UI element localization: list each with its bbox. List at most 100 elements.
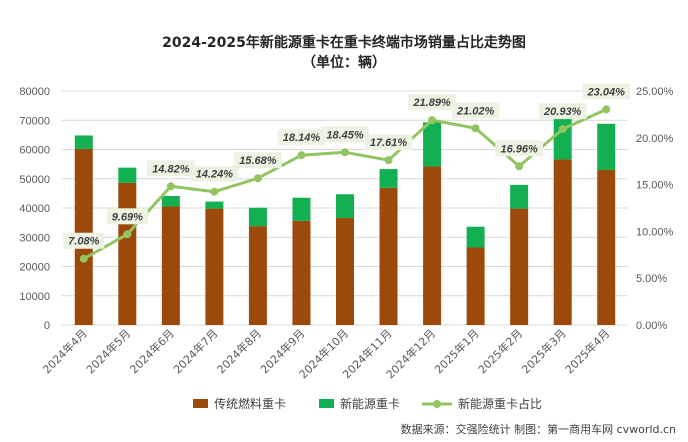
bar-ev: [74, 135, 93, 149]
x-tick-label: 2025年4月: [562, 326, 612, 376]
y-left-tick-label: 80000: [19, 86, 50, 98]
bar-fuel: [379, 187, 398, 325]
share-data-label: 15.68%: [239, 155, 277, 167]
x-tick-label: 2024年6月: [127, 326, 177, 376]
share-data-label: 18.14%: [283, 132, 321, 144]
share-label-bg: [538, 103, 587, 120]
x-tick-label: 2024年5月: [83, 326, 133, 376]
bar-ev: [379, 169, 398, 188]
share-label-bg: [147, 160, 195, 177]
share-point: [515, 162, 524, 171]
share-point: [79, 254, 88, 263]
share-label-bg: [582, 83, 631, 100]
bar-fuel: [597, 169, 616, 325]
legend-label-share: 新能源重卡占比: [458, 396, 542, 411]
chart-subtitle: （单位：辆）: [302, 54, 386, 71]
bar-ev: [118, 167, 137, 183]
y-right-tick-label: 5.00%: [636, 273, 667, 285]
share-line-layer: 7.08% 9.69% 14.82% 14.24% 15.68% 18.14% 18.45%…: [63, 83, 631, 263]
y-right-tick-label: 10.00%: [636, 226, 674, 238]
y-left-tick-label: 70000: [19, 115, 50, 127]
share-label-bg: [451, 102, 500, 119]
y-right-tick-label: 25.00%: [636, 86, 674, 98]
y-right-axis: 0.00% 5.00% 10.00% 15.00% 20.00% 25.00%: [636, 86, 674, 332]
bar-ev: [292, 197, 311, 221]
bar-fuel: [248, 226, 267, 325]
share-point: [341, 148, 349, 157]
bar-fuel: [510, 208, 529, 325]
y-left-tick-label: 50000: [19, 174, 50, 186]
share-point: [384, 156, 393, 165]
share-label-bg: [364, 134, 413, 151]
bar-ev: [161, 196, 180, 207]
share-data-label: 16.96%: [500, 143, 538, 155]
legend-label-ev: 新能源重卡: [340, 396, 400, 411]
y-left-tick-label: 60000: [19, 145, 50, 157]
y-left-tick-label: 40000: [19, 203, 50, 215]
bars-layer: [74, 115, 616, 325]
bar-ev: [205, 201, 224, 209]
share-data-label: 14.24%: [196, 169, 234, 181]
source-note: 数据来源：交强险统计 制图：第一商用车网 cvworld.cn: [401, 422, 676, 436]
bar-fuel: [466, 247, 485, 325]
share-data-label: 14.82%: [152, 163, 190, 175]
share-data-label: 23.04%: [587, 86, 626, 98]
share-point: [558, 125, 567, 134]
share-point: [471, 124, 480, 133]
y-left-tick-label: 20000: [19, 262, 50, 274]
share-data-label: 20.93%: [543, 106, 582, 118]
bar-ev: [510, 184, 529, 209]
share-label-bg: [321, 126, 369, 143]
bar-fuel: [118, 182, 137, 325]
share-data-label: 21.02%: [456, 105, 495, 117]
share-point: [428, 116, 437, 125]
bar-ev: [597, 123, 616, 170]
y-left-tick-label: 0: [44, 320, 50, 332]
share-data-label: 9.69%: [112, 211, 143, 223]
y-left-tick-label: 10000: [19, 291, 50, 303]
share-point: [210, 187, 219, 196]
share-data-label: 17.61%: [370, 137, 408, 149]
x-tick-label: 2025年2月: [475, 326, 525, 376]
share-point: [253, 174, 262, 183]
legend-swatch-share-marker: [433, 400, 441, 408]
share-label-bg: [106, 208, 148, 225]
share-label-bg: [63, 232, 105, 249]
bar-ev: [466, 226, 485, 248]
share-label-bg: [495, 140, 543, 157]
bar-ev: [553, 115, 572, 160]
bar-fuel: [161, 206, 180, 325]
x-tick-label: 2024年7月: [170, 326, 220, 376]
legend: 传统燃料重卡 新能源重卡 新能源重卡占比: [193, 396, 542, 411]
x-tick-label: 2025年1月: [432, 326, 482, 376]
legend-swatch-ev: [319, 399, 334, 408]
share-data-label: 18.45%: [326, 129, 364, 141]
bar-fuel: [292, 220, 311, 325]
share-data-label: 7.08%: [68, 236, 99, 248]
share-point: [602, 105, 611, 114]
bar-fuel: [336, 217, 354, 325]
x-tick-label: 2024年4月: [40, 326, 90, 376]
y-left-axis: 0 10000 20000 30000 40000 50000 60000 70000 8000…: [19, 86, 50, 332]
share-point: [297, 151, 306, 160]
x-tick-label: 2025年3月: [519, 326, 569, 376]
x-tick-label: 2024年8月: [214, 326, 264, 376]
share-point: [166, 182, 175, 191]
x-axis: 2024年4月2024年5月2024年6月2024年7月2024年8月2024年…: [40, 326, 613, 381]
share-data-label: 21.89%: [412, 97, 451, 109]
y-right-tick-label: 20.00%: [636, 133, 674, 145]
y-right-tick-label: 0.00%: [636, 320, 667, 332]
share-label-bg: [190, 165, 239, 182]
share-point: [123, 230, 132, 239]
bar-fuel: [553, 159, 572, 325]
bar-ev: [248, 207, 267, 227]
bar-ev: [423, 122, 442, 167]
legend-label-fuel: 传统燃料重卡: [214, 396, 286, 411]
bar-fuel: [205, 208, 224, 325]
chart-title: 2024-2025年新能源重卡在重卡终端市场销量占比走势图: [162, 34, 526, 51]
share-label-bg: [277, 129, 326, 146]
y-left-tick-label: 30000: [19, 232, 50, 244]
legend-swatch-fuel: [193, 399, 208, 408]
